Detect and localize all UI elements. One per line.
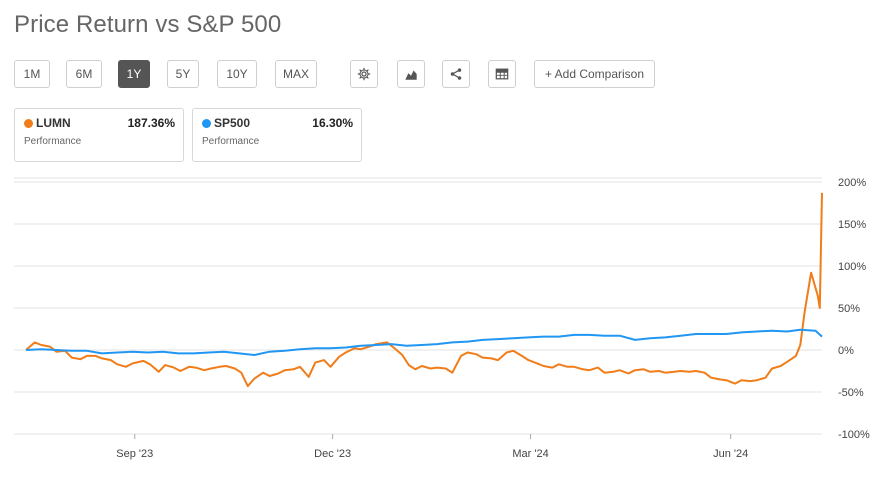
range-max-button[interactable]: MAX — [275, 60, 317, 88]
gear-icon — [357, 67, 371, 81]
table-icon — [495, 68, 509, 80]
add-comparison-button[interactable]: + Add Comparison — [534, 60, 655, 88]
sp500-symbol: SP500 — [214, 116, 251, 130]
x-tick-label: Jun '24 — [713, 448, 748, 460]
y-tick-label: 50% — [838, 303, 860, 315]
area-chart-icon — [405, 70, 417, 80]
y-tick-label: 0% — [838, 345, 854, 357]
page-title: Price Return vs S&P 500 — [14, 11, 282, 38]
x-tick-label: Dec '23 — [314, 448, 351, 460]
range-6m-button[interactable]: 6M — [66, 60, 102, 88]
y-tick-label: 200% — [838, 177, 866, 189]
x-tick-label: Mar '24 — [512, 448, 548, 460]
settings-button[interactable] — [350, 60, 378, 88]
sp500-performance-card: SP500 16.30% Performance — [192, 108, 362, 162]
y-tick-label: 150% — [838, 219, 866, 231]
x-tick-label: Sep '23 — [116, 448, 153, 460]
sp500-legend-dot — [202, 119, 211, 128]
share-button[interactable] — [442, 60, 470, 88]
lumn-performance-label: Performance — [24, 136, 82, 147]
price-return-chart: 200% 150% 100% 50% 0% -50% -100% Sep '23 Dec '23… — [14, 177, 870, 460]
table-view-button[interactable] — [488, 60, 516, 88]
chart-type-button[interactable] — [397, 60, 425, 88]
lumn-symbol: LUMN — [36, 116, 71, 130]
range-5y-button[interactable]: 5Y — [167, 60, 199, 88]
sp500-series-line — [25, 328, 823, 356]
lumn-performance-card: LUMN 187.36% Performance — [14, 108, 184, 162]
share-icon — [450, 68, 462, 80]
lumn-performance-value: 187.36% — [127, 116, 175, 130]
sp500-performance-label: Performance — [202, 136, 260, 147]
range-1y-button[interactable]: 1Y — [118, 60, 150, 88]
range-1m-button[interactable]: 1M — [14, 60, 50, 88]
sp500-performance-value: 16.30% — [312, 116, 353, 130]
lumn-legend-dot — [24, 119, 33, 128]
chart-toolbar: 1M 6M 1Y 5Y 10Y MAX + Add Comparison — [14, 60, 874, 88]
y-tick-label: -50% — [838, 387, 864, 399]
lumn-series-line — [25, 192, 823, 388]
y-tick-label: -100% — [838, 429, 870, 441]
range-10y-button[interactable]: 10Y — [217, 60, 257, 88]
y-tick-label: 100% — [838, 261, 866, 273]
